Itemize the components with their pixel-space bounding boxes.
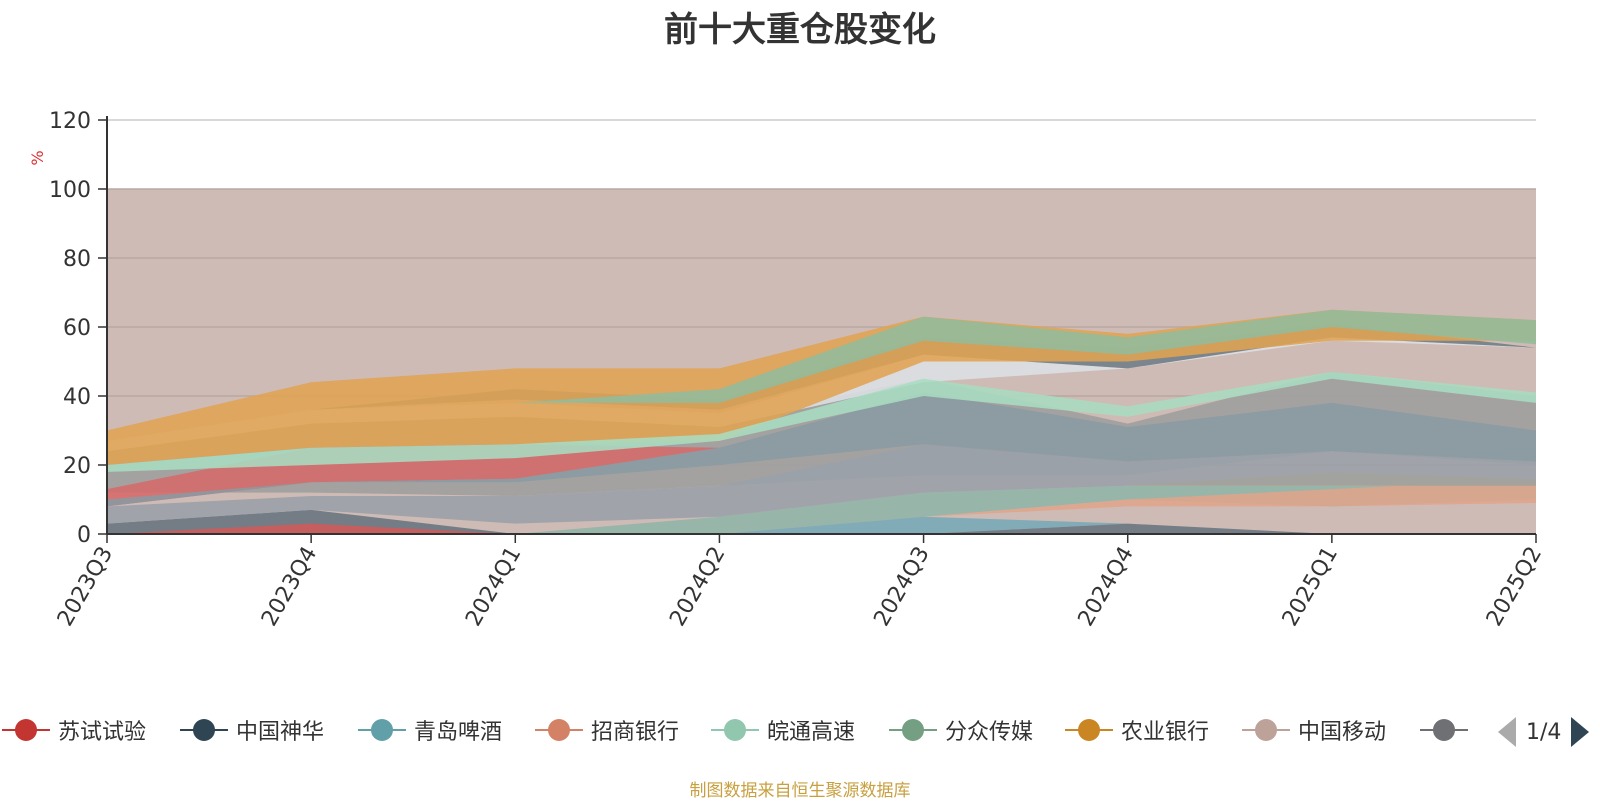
- x-tick-label: 2024Q4: [1074, 543, 1139, 631]
- x-tick-label: 2023Q3: [53, 543, 118, 631]
- legend-label: 中国神华: [236, 720, 325, 745]
- legend-marker-icon: [356, 717, 408, 743]
- series-area-9: [107, 478, 1536, 534]
- legend-item[interactable]: 苏试试验: [0, 712, 146, 748]
- series-area-1: [107, 396, 1536, 507]
- y-tick-label: 120: [49, 109, 91, 134]
- series-area-13: [107, 523, 1536, 534]
- legend-item[interactable]: 中国神华: [178, 712, 324, 748]
- legend-marker-icon: [709, 717, 761, 743]
- legend-item[interactable]: [1418, 712, 1476, 748]
- x-tick-label: 2024Q3: [869, 543, 934, 631]
- legend-label: 招商银行: [591, 720, 680, 745]
- legend-label: 苏试试验: [58, 720, 147, 745]
- legend-pager: 1/4: [1498, 712, 1590, 752]
- legend-marker-icon: [887, 717, 939, 743]
- legend-marker-icon: [0, 717, 52, 743]
- y-tick-label: 80: [63, 247, 91, 272]
- legend-label: 农业银行: [1121, 720, 1210, 745]
- x-tick-label: 2025Q2: [1482, 543, 1547, 631]
- y-tick-label: 20: [63, 454, 91, 479]
- legend-label: 分众传媒: [945, 720, 1034, 745]
- series-area-11: [107, 516, 1536, 534]
- series-area-5: [107, 309, 1536, 465]
- series-area-14: [107, 444, 1536, 524]
- legend-marker-icon: [1063, 717, 1115, 743]
- legend-item[interactable]: 中国移动: [1240, 712, 1386, 748]
- series-area-12: [107, 509, 1536, 534]
- legend-item[interactable]: 农业银行: [1063, 712, 1209, 748]
- legend-prev-page-icon[interactable]: [1498, 717, 1516, 747]
- series-area-7: [107, 371, 1536, 472]
- legend-label: 皖通高速: [767, 720, 856, 745]
- y-tick-label: 100: [49, 178, 91, 203]
- y-tick-label: 60: [63, 316, 91, 341]
- y-axis-unit-label: %: [28, 150, 47, 165]
- source-note: 制图数据来自恒生聚源数据库: [689, 781, 911, 801]
- y-tick-label: 40: [63, 385, 91, 410]
- legend-item[interactable]: 分众传媒: [887, 712, 1033, 748]
- legend-label: 中国移动: [1298, 720, 1387, 745]
- x-tick-label: 2024Q1: [461, 543, 526, 631]
- series-area-6: [107, 309, 1536, 403]
- chart-title: 前十大重仓股变化: [664, 10, 936, 50]
- legend-next-page-icon[interactable]: [1571, 717, 1590, 747]
- legend-marker-icon: [1240, 717, 1292, 743]
- legend-marker-icon: [1418, 717, 1470, 743]
- legend: 苏试试验 中国神华 青岛啤酒 招商银行 皖通高速 分众传媒 农业银行 中国移动: [0, 712, 1600, 752]
- y-tick-label: 0: [77, 523, 91, 548]
- legend-page-indicator: 1/4: [1526, 719, 1562, 745]
- x-tick-label: 2024Q2: [665, 543, 730, 631]
- x-tick-label: 2025Q1: [1278, 543, 1343, 631]
- series-area-2: [107, 392, 1536, 507]
- x-tick-label: 2023Q4: [257, 543, 322, 631]
- legend-marker-icon: [178, 717, 230, 743]
- series-area-layer: [107, 309, 1536, 534]
- legend-item[interactable]: 皖通高速: [709, 712, 855, 748]
- legend-item[interactable]: 招商银行: [533, 712, 679, 748]
- legend-label: 青岛啤酒: [414, 720, 503, 745]
- legend-item[interactable]: 青岛啤酒: [356, 712, 502, 748]
- legend-marker-icon: [533, 717, 585, 743]
